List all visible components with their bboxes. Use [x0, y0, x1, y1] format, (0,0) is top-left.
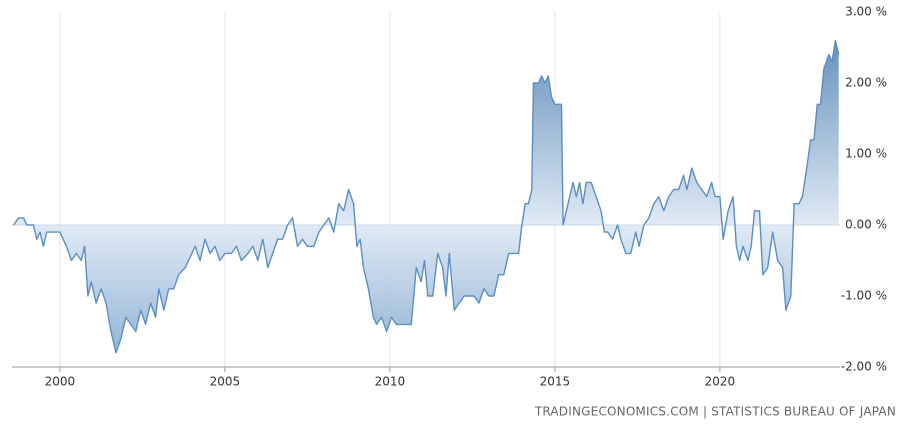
- x-tick-label: 2015: [540, 375, 571, 389]
- y-tick-label: 2.00 %: [845, 76, 887, 90]
- area-fill: [13, 40, 839, 353]
- x-tick-label: 2010: [375, 375, 406, 389]
- y-tick-label: 1.00 %: [845, 147, 887, 161]
- data-line: [13, 39, 840, 354]
- x-tick-label: 2000: [45, 375, 76, 389]
- grid: [59, 12, 721, 367]
- y-tick-label: 0.00 %: [845, 218, 887, 232]
- plot-area: [12, 39, 840, 354]
- y-tick-label: 3.00 %: [845, 5, 887, 19]
- y-tick-label: -1.00 %: [841, 289, 887, 303]
- x-tick-label: 2020: [705, 375, 736, 389]
- y-tick-label: -2.00 %: [841, 360, 887, 374]
- source-note: TRADINGECONOMICS.COM | STATISTICS BUREAU…: [534, 405, 896, 419]
- axes: 2000 2005 2010 2015 2020 -2.00 % -1.00 % 0.00 %…: [12, 5, 887, 389]
- x-tick-label: 2005: [210, 375, 241, 389]
